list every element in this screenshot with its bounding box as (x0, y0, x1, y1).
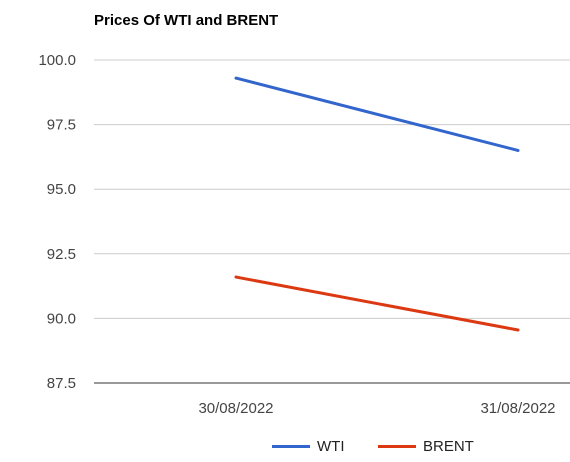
legend: WTI BRENT (0, 438, 570, 458)
y-tick-label: 100.0 (38, 52, 76, 69)
data-point-wti (516, 148, 520, 152)
series-line-wti (235, 76, 519, 152)
data-point-wti (234, 76, 238, 80)
legend-swatch-brent (378, 445, 416, 448)
legend-item-brent[interactable]: BRENT (378, 438, 474, 455)
legend-swatch-wti (272, 445, 310, 448)
y-tick-label: 97.5 (47, 117, 76, 134)
legend-label-wti: WTI (317, 438, 345, 455)
x-tick-label: 30/08/2022 (198, 400, 273, 417)
y-tick-label: 95.0 (47, 181, 76, 198)
legend-label-brent: BRENT (423, 438, 474, 455)
y-tick-label: 90.0 (47, 310, 76, 327)
chart-title: Prices Of WTI and BRENT (94, 12, 279, 29)
data-point-brent (516, 328, 520, 332)
data-point-brent (234, 275, 238, 279)
y-tick-label: 92.5 (47, 246, 76, 263)
series-line-brent (235, 275, 519, 332)
y-tick-label: 87.5 (47, 375, 76, 392)
x-tick-label: 31/08/2022 (480, 400, 555, 417)
legend-item-wti[interactable]: WTI (272, 438, 345, 455)
